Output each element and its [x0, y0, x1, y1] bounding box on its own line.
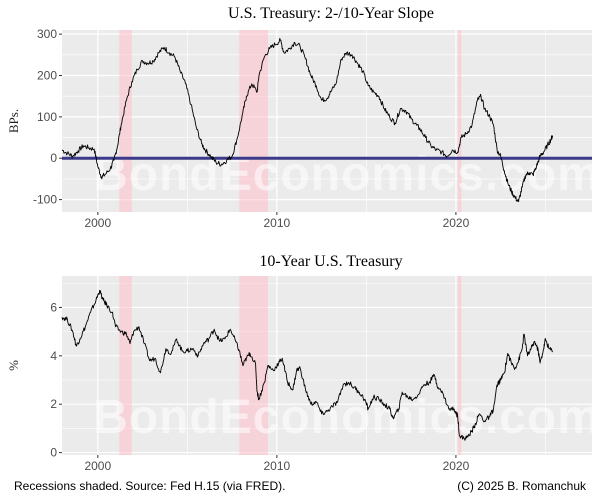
plot-background — [62, 276, 592, 455]
y-tick-label: 0 — [50, 151, 57, 165]
recession-shade — [457, 276, 462, 455]
x-tick-label: 2000 — [84, 216, 111, 230]
watermark-text: BondEconomics.com — [93, 148, 600, 201]
x-tick-label: 2020 — [443, 459, 470, 473]
y-tick-label: 2 — [50, 397, 57, 411]
footer-source: Recessions shaded. Source: Fed H.15 (via… — [14, 479, 285, 493]
x-tick-label: 2000 — [84, 459, 111, 473]
recession-shade — [119, 30, 132, 212]
y-axis-label: BPs. — [6, 109, 21, 133]
recession-shade — [239, 276, 268, 455]
y-tick-label: 4 — [50, 349, 57, 363]
y-tick-label: 300 — [37, 27, 57, 41]
chart-title: U.S. Treasury: 2-/10-Year Slope — [228, 5, 434, 22]
chart-title: 10-Year U.S. Treasury — [259, 253, 402, 270]
ten-year-panel: 0 2 4 6 2000 2010 2020 BondEconomics.com 10-Year… — [6, 253, 600, 473]
recession-shade — [119, 276, 132, 455]
y-tick-label: 200 — [37, 69, 57, 83]
y-tick-label: 6 — [50, 300, 57, 314]
y-tick-label: 100 — [37, 110, 57, 124]
x-tick-label: 2010 — [264, 459, 291, 473]
y-tick-label: -100 — [33, 193, 57, 207]
slope-panel: -100 0 100 200 300 2000 2010 2020 BondEconomics.… — [6, 5, 600, 230]
plot-background — [62, 30, 592, 212]
y-axis-label: % — [6, 360, 21, 371]
watermark-text: BondEconomics.com — [93, 391, 600, 444]
recession-shade — [457, 30, 462, 212]
y-tick-label: 0 — [50, 446, 57, 460]
x-tick-label: 2010 — [264, 216, 291, 230]
series-line — [61, 37, 554, 203]
x-tick-label: 2020 — [443, 216, 470, 230]
footer-copyright: (C) 2025 B. Romanchuk — [457, 479, 587, 493]
series-line — [61, 290, 554, 441]
